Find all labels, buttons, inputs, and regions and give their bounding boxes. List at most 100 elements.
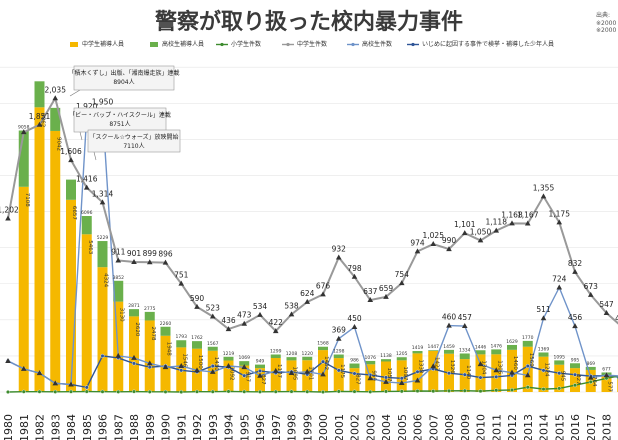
x-tick-2019: 2019 (616, 414, 618, 440)
label-middle-1985: 1,416 (76, 175, 98, 184)
label-total-2002: 986 (350, 358, 359, 364)
point-小学生件数-1998 (289, 389, 294, 394)
label-total-2000: 1568 (317, 341, 329, 347)
point-中学生件数-1987 (115, 257, 122, 263)
legend-marker-5 (411, 42, 415, 47)
label-total-2004: 1138 (380, 353, 392, 359)
point-小学生件数-1986 (100, 389, 105, 394)
label-middle-1992: 590 (190, 294, 205, 303)
chart-title: 警察が取り扱った校内暴力事件 (154, 9, 463, 35)
legend-label-5: いじめに起因する事件で検挙・補導した少年人員 (422, 40, 554, 48)
point-小学生件数-1988 (131, 389, 136, 394)
x-tick-1997: 1997 (270, 414, 283, 440)
point-小学生件数-1993 (210, 389, 215, 394)
annotation-line1-0: 「積木くずし」出版、「湘南爆走族」連載 (68, 69, 179, 77)
legend-label-1: 高校生補導人員 (162, 40, 204, 48)
label-middle-2015: 1,175 (549, 209, 571, 218)
bar-senior-1981 (18, 130, 29, 187)
label-total-2011: 1476 (491, 343, 503, 349)
point-高校生件数-1984 (68, 381, 74, 387)
x-tick-2002: 2002 (349, 414, 362, 440)
point-高校生件数-2001 (335, 335, 342, 341)
annotation-box-1 (73, 107, 167, 133)
bar-senior-1983 (50, 107, 61, 131)
point-中学生件数-2006 (414, 248, 421, 254)
point-高校生件数-2002 (351, 324, 358, 330)
label-total-2003: 1076 (365, 355, 377, 361)
x-tick-1985: 1985 (81, 414, 94, 440)
point-中学生件数-1996 (257, 311, 263, 317)
bar-junior-2011 (491, 354, 502, 392)
point-いじめに起因する事件で検挙・補導した少年人員-1989 (147, 365, 152, 370)
x-tick-1994: 1994 (223, 414, 236, 440)
label-middle-2006: 974 (410, 238, 425, 247)
point-高校生件数-2008 (446, 322, 452, 328)
label-bar-2011: 1306 (496, 360, 502, 374)
label-middle-2016: 832 (568, 259, 583, 268)
point-小学生件数-1987 (116, 389, 121, 394)
point-中学生件数-1986 (99, 199, 106, 205)
label-middle-1994: 436 (221, 316, 236, 325)
label-middle-1996: 534 (253, 302, 268, 311)
point-中学生件数-1992 (194, 303, 200, 309)
point-小学生件数-1985 (84, 389, 89, 394)
label-middle-2013: 1,167 (517, 211, 539, 220)
x-tick-2001: 2001 (333, 414, 346, 440)
point-中学生件数-2011 (493, 227, 500, 233)
point-高校生件数-1981 (20, 365, 27, 371)
bar-senior-2002 (349, 363, 360, 369)
point-中学生件数-1984 (68, 157, 74, 163)
point-中学生件数-2007 (430, 241, 437, 247)
point-中学生件数-1999 (304, 298, 311, 304)
point-小学生件数-1995 (242, 389, 247, 394)
point-高校生件数-2018 (603, 372, 610, 378)
point-小学生件数-1984 (68, 389, 73, 394)
point-高校生件数-1999 (304, 368, 311, 374)
bar-senior-1992 (192, 341, 202, 349)
point-いじめに起因する事件で検挙・補導した少年人員-1991 (179, 368, 184, 373)
label-middle-1986: 1,314 (92, 189, 114, 198)
bar-junior-2007 (428, 350, 439, 392)
label-middle-2005: 754 (395, 270, 410, 279)
label-bar-1983: 9042 (55, 137, 61, 151)
label-middle-1999: 624 (300, 289, 315, 298)
point-高校生件数-2015 (556, 284, 563, 290)
point-小学生件数-2009 (462, 388, 467, 393)
point-小学生件数-1992 (194, 389, 199, 394)
bar-senior-1988 (129, 309, 139, 317)
point-いじめに起因する事件で検挙・補導した少年人員-1985 (84, 385, 89, 390)
point-高校生件数-1991 (178, 363, 185, 369)
bar-senior-2014 (538, 352, 549, 357)
point-中学生件数-1995 (241, 320, 248, 326)
point-中学生件数-2004 (383, 293, 389, 299)
x-tick-2000: 2000 (317, 414, 330, 440)
point-いじめに起因する事件で検挙・補導した少年人員-2013 (525, 364, 530, 369)
label-total-1999: 1220 (302, 351, 314, 357)
x-tick-1992: 1992 (191, 414, 204, 440)
label-bar-1997: 1177 (276, 364, 282, 378)
point-中学生件数-1993 (209, 313, 216, 319)
label-bar-2016: 827 (575, 374, 581, 385)
annotation-box-0 (73, 65, 175, 91)
label-bar-1989: 2478 (150, 326, 156, 340)
bar-junior-1982 (34, 107, 45, 393)
point-小学生件数-1999 (305, 389, 310, 394)
x-tick-2013: 2013 (522, 414, 535, 440)
point-高校生件数-1989 (146, 360, 153, 366)
point-高校生件数-2011 (493, 367, 500, 373)
label-bar-2015: 945 (559, 371, 565, 382)
label-middle-2011: 1,118 (486, 218, 508, 227)
source-label: 出典: (596, 11, 610, 19)
label-bar-1999: 1101 (307, 366, 313, 380)
bar-senior-1998 (286, 357, 297, 361)
label-bar-2006: 1338 (418, 359, 424, 373)
point-高校生件数-2012 (509, 369, 515, 375)
x-tick-2014: 2014 (538, 414, 551, 440)
bar-senior-1993 (207, 346, 218, 351)
point-小学生件数-2004 (384, 389, 389, 394)
label-bar-1996: 827 (260, 374, 266, 385)
point-高校生件数-2000 (320, 371, 326, 377)
point-小学生件数-1996 (258, 389, 263, 394)
point-小学生件数-1997 (273, 389, 278, 394)
point-高校生件数-2016 (572, 323, 578, 329)
